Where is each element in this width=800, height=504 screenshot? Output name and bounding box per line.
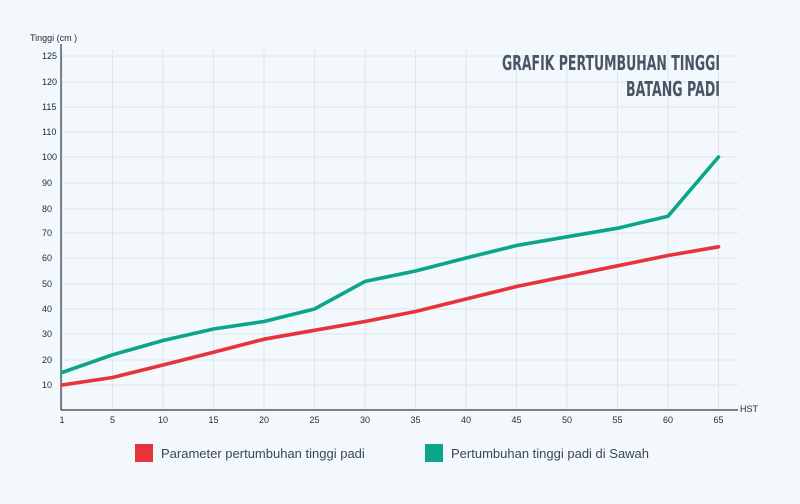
legend-label: Parameter pertumbuhan tinggi padi	[161, 445, 365, 461]
y-tick-label: 100	[42, 152, 57, 162]
x-axis-label: HST	[740, 404, 759, 414]
y-tick-label: 20	[42, 355, 52, 365]
y-tick-label: 40	[42, 304, 52, 314]
x-tick-label: 20	[259, 415, 269, 425]
legend-item-parameter: Parameter pertumbuhan tinggi padi	[135, 444, 365, 462]
y-tick-label: 50	[42, 279, 52, 289]
grid	[61, 50, 738, 410]
x-tick-label: 50	[562, 415, 572, 425]
x-tick-label: 55	[612, 415, 622, 425]
x-tick-label: 60	[663, 415, 673, 425]
x-tick-label: 40	[461, 415, 471, 425]
chart-subtitle: BATANG PADI	[626, 77, 720, 101]
x-tick-label: 45	[511, 415, 521, 425]
legend-swatch-green	[425, 444, 443, 462]
y-tick-label: 70	[42, 228, 52, 238]
legend: Parameter pertumbuhan tinggi padi Pertum…	[0, 444, 800, 464]
legend-swatch-red	[135, 444, 153, 462]
x-tick-label: 30	[360, 415, 370, 425]
legend-item-sawah: Pertumbuhan tinggi padi di Sawah	[425, 444, 649, 462]
y-tick-label: 110	[42, 127, 56, 137]
y-tick-label: 60	[42, 253, 52, 263]
x-tick-label: 10	[158, 415, 168, 425]
y-tick-label: 30	[42, 329, 52, 339]
legend-label: Pertumbuhan tinggi padi di Sawah	[451, 445, 650, 461]
x-tick-label: 1	[59, 415, 64, 425]
x-tick-label: 25	[309, 415, 319, 425]
y-tick-label: 90	[42, 178, 52, 188]
x-tick-label: 5	[110, 415, 115, 425]
series-line-sawah	[60, 155, 721, 375]
y-axis-label: Tinggi (cm )	[30, 33, 77, 43]
chart-title: GRAFIK PERTUMBUHAN TINGGI	[502, 51, 720, 75]
series-line-parameter	[60, 245, 721, 387]
x-tick-label: 65	[713, 415, 723, 425]
y-tick-label: 125	[42, 51, 57, 61]
x-tick-label: 35	[410, 415, 420, 425]
y-tick-label: 80	[42, 204, 52, 214]
x-tick-label: 15	[208, 415, 218, 425]
y-tick-label: 115	[42, 102, 56, 112]
y-tick-label: 120	[42, 77, 57, 87]
series-lines	[60, 155, 721, 387]
y-tick-label: 10	[42, 380, 52, 390]
